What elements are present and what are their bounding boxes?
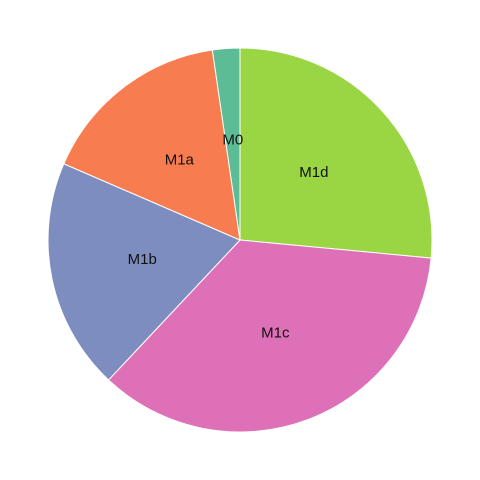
pie-label-m1a: M1a xyxy=(165,152,195,169)
pie-label-m1d: M1d xyxy=(299,164,328,181)
pie-slice-m1a xyxy=(63,49,241,241)
pie-label-m1b: M1b xyxy=(128,251,157,268)
pie-slice-m0 xyxy=(211,47,241,241)
pie-slice-m1d xyxy=(239,47,433,259)
pie-slice-m1b xyxy=(47,163,241,381)
pie-slices xyxy=(47,47,433,433)
pie-label-m1c: M1c xyxy=(261,324,290,341)
pie-label-m0: M0 xyxy=(222,131,243,148)
pie-labels: M1d M1c M1b M1a M0 xyxy=(128,131,329,341)
pie-slice-m1c xyxy=(107,239,432,433)
